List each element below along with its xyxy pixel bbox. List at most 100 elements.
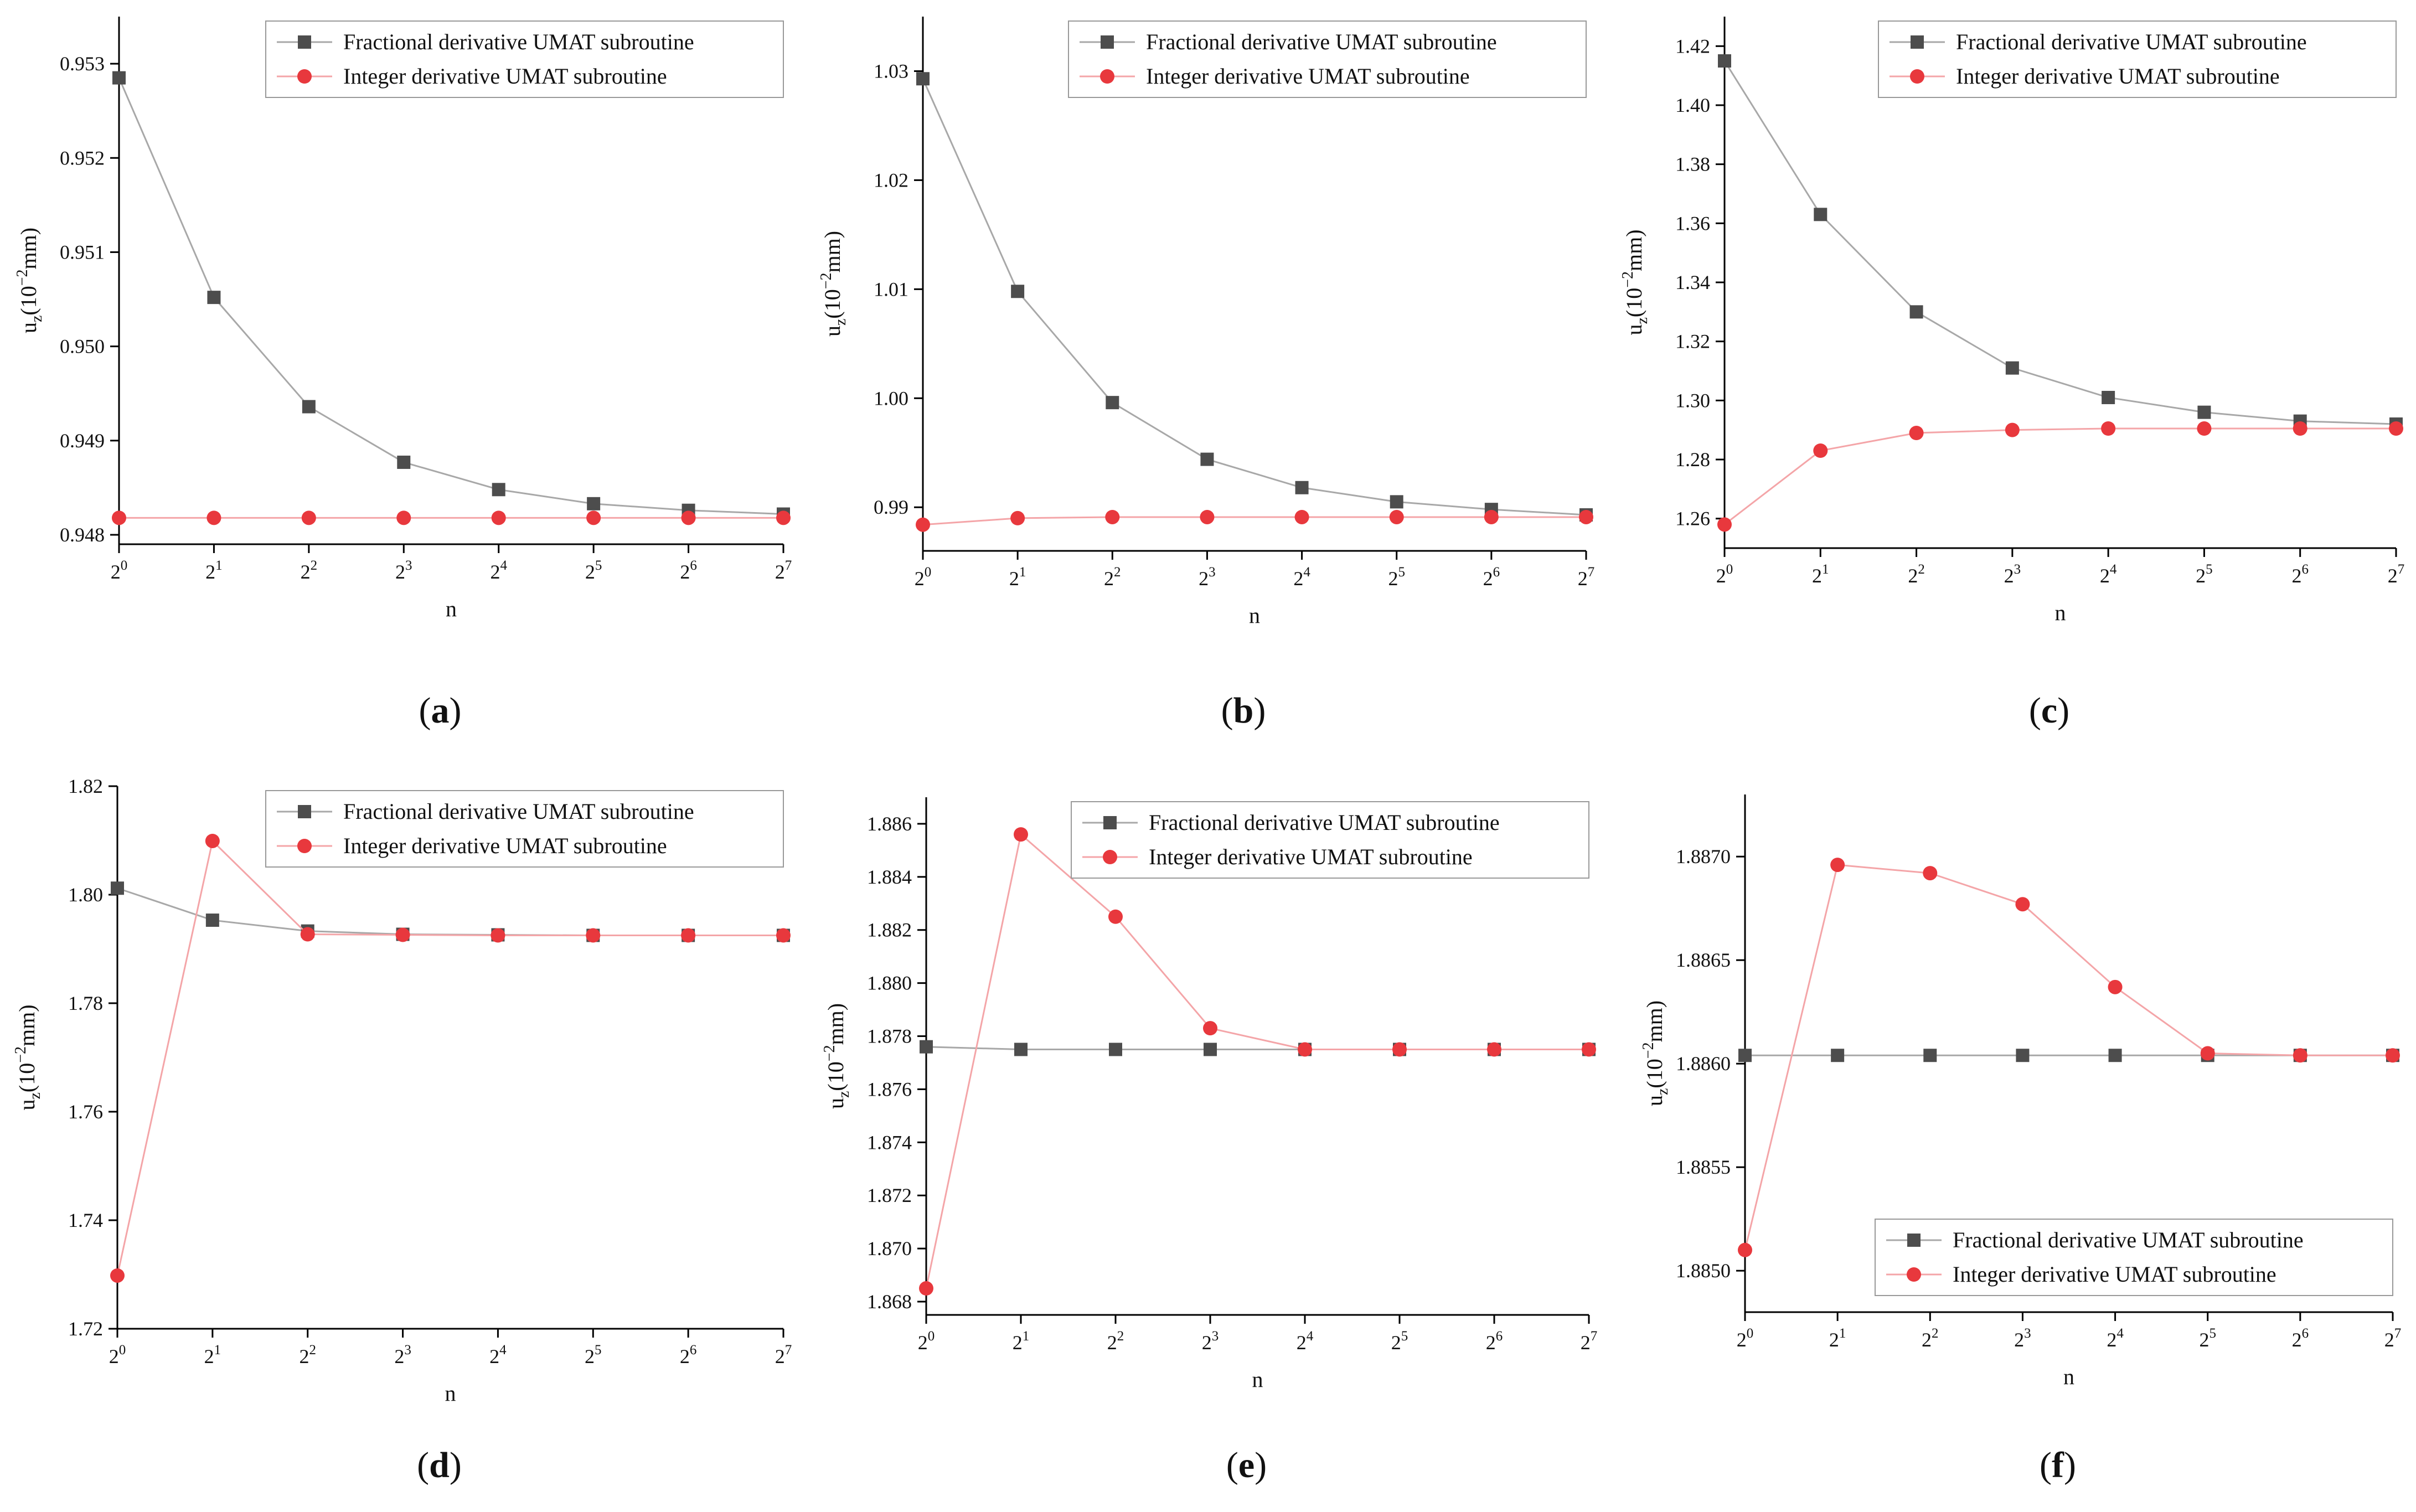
legend-marker-fractional — [1101, 35, 1114, 49]
x-tick-label: 23 — [2004, 562, 2021, 587]
fractional-point — [111, 881, 124, 895]
x-tick-label: 27 — [2388, 562, 2405, 587]
x-tick-base: 2 — [915, 567, 925, 590]
y-tick-label: 1.02 — [874, 169, 908, 191]
legend-marker-integer — [1907, 1267, 1921, 1282]
x-tick-base: 2 — [1297, 1332, 1307, 1354]
x-tick-exponent: 1 — [215, 558, 223, 573]
fractional-point — [920, 1040, 933, 1054]
x-tick-base: 2 — [1737, 1329, 1747, 1351]
y-axis-title-subscript: z — [28, 316, 45, 322]
y-tick-label: 1.01 — [874, 278, 908, 300]
x-tick-label: 25 — [1388, 565, 1405, 590]
integer-point — [1392, 1042, 1407, 1057]
x-axis-title: n — [1252, 1367, 1263, 1392]
panel-label: (a) — [419, 690, 462, 731]
x-tick-base: 2 — [1829, 1329, 1839, 1351]
legend-box — [265, 20, 784, 98]
y-axis-title-unit: (10 — [16, 286, 41, 315]
y-axis-title-unit: (10 — [14, 1063, 39, 1092]
x-tick-exponent: 6 — [690, 1343, 697, 1358]
integer-point — [1923, 866, 1938, 881]
integer-point — [1203, 1021, 1217, 1036]
y-tick-label: 1.82 — [68, 775, 103, 797]
x-tick-exponent: 1 — [1822, 562, 1829, 577]
x-tick-exponent: 4 — [499, 1343, 507, 1358]
x-tick-label: 21 — [204, 1343, 221, 1367]
legend-marker-fractional — [1103, 816, 1117, 829]
y-tick-label: 1.876 — [867, 1078, 912, 1100]
integer-point — [1738, 1242, 1752, 1257]
x-tick-base: 2 — [585, 1345, 595, 1367]
integer-point — [1010, 510, 1025, 525]
y-axis-title-main: u — [1642, 1095, 1667, 1106]
legend-marker-integer — [1103, 850, 1117, 864]
x-tick-label: 25 — [585, 1343, 602, 1367]
x-tick-exponent: 4 — [500, 558, 507, 573]
x-tick-exponent: 3 — [405, 558, 412, 573]
legend: Fractional derivative UMAT subroutine Int… — [1878, 20, 2397, 98]
integer-point — [396, 510, 411, 525]
x-tick-label: 25 — [2196, 562, 2213, 587]
legend-label: Fractional derivative UMAT subroutine — [343, 799, 694, 824]
x-tick-label: 23 — [394, 1343, 411, 1367]
x-tick-base: 2 — [205, 561, 215, 583]
legend-label: Fractional derivative UMAT subroutine — [1953, 1227, 2304, 1252]
x-tick-base: 2 — [1202, 1332, 1212, 1354]
x-tick-exponent: 2 — [1114, 565, 1121, 580]
fractional-point — [2102, 391, 2115, 404]
x-tick-base: 2 — [1812, 565, 1822, 587]
series-line-integer — [116, 839, 783, 1276]
y-tick-label: 1.72 — [68, 1318, 103, 1340]
panel-label: (d) — [417, 1445, 462, 1485]
x-tick-exponent: 3 — [2014, 562, 2021, 577]
x-tick-label: 21 — [1829, 1326, 1846, 1351]
x-tick-label: 23 — [2014, 1326, 2031, 1351]
y-axis-title-exponent: −2 — [818, 272, 835, 289]
panel-label: (e) — [1226, 1445, 1267, 1485]
fractional-point — [2197, 405, 2211, 419]
legend-marker-fractional — [1911, 35, 1924, 49]
y-tick-label: 1.30 — [1675, 389, 1710, 411]
panel-label-letter: d — [429, 1445, 450, 1485]
legend: Fractional derivative UMAT subroutine Int… — [1068, 20, 1587, 98]
legend-label: Fractional derivative UMAT subroutine — [1149, 810, 1500, 835]
legend-marker-fractional — [298, 805, 311, 818]
integer-point — [491, 928, 505, 943]
x-tick-exponent: 6 — [1496, 1329, 1503, 1344]
y-tick-label: 1.36 — [1675, 212, 1710, 234]
y-tick-label: 1.874 — [867, 1131, 912, 1153]
x-tick-label: 25 — [2199, 1326, 2216, 1351]
panel-label: (f) — [2040, 1445, 2076, 1485]
series-line-integer — [922, 516, 1586, 526]
y-tick-label: 0.952 — [60, 147, 105, 169]
y-tick-label: 0.953 — [60, 53, 105, 75]
fractional-point — [1718, 54, 1731, 68]
y-axis-title-subscript: z — [832, 319, 849, 326]
y-tick-label: 1.42 — [1675, 35, 1710, 57]
x-tick-label: 26 — [1486, 1329, 1503, 1354]
x-tick-exponent: 4 — [1303, 565, 1310, 580]
x-tick-label: 27 — [1578, 565, 1595, 590]
fractional-point — [1909, 305, 1923, 319]
y-axis-title-unit-end: mm) — [16, 228, 41, 270]
x-tick-exponent: 3 — [1209, 565, 1216, 580]
y-tick-label: 1.870 — [867, 1237, 912, 1260]
x-axis-title: n — [1249, 603, 1260, 628]
y-tick-label: 1.74 — [68, 1209, 103, 1231]
x-tick-exponent: 3 — [2024, 1326, 2031, 1341]
legend-label: Integer derivative UMAT subroutine — [1146, 64, 1470, 89]
x-tick-exponent: 0 — [928, 1329, 935, 1344]
panel-label-letter: e — [1238, 1445, 1255, 1485]
legend-box — [1071, 801, 1589, 879]
panel-label: (b) — [1221, 690, 1266, 731]
y-tick-label: 0.949 — [60, 430, 105, 452]
legend: Fractional derivative UMAT subroutine Int… — [265, 790, 784, 868]
integer-point — [586, 510, 601, 525]
integer-point — [681, 510, 696, 525]
y-axis-title-exponent: −2 — [1619, 271, 1637, 288]
x-tick-base: 2 — [1486, 1332, 1496, 1354]
y-tick-label: 0.951 — [60, 241, 105, 263]
